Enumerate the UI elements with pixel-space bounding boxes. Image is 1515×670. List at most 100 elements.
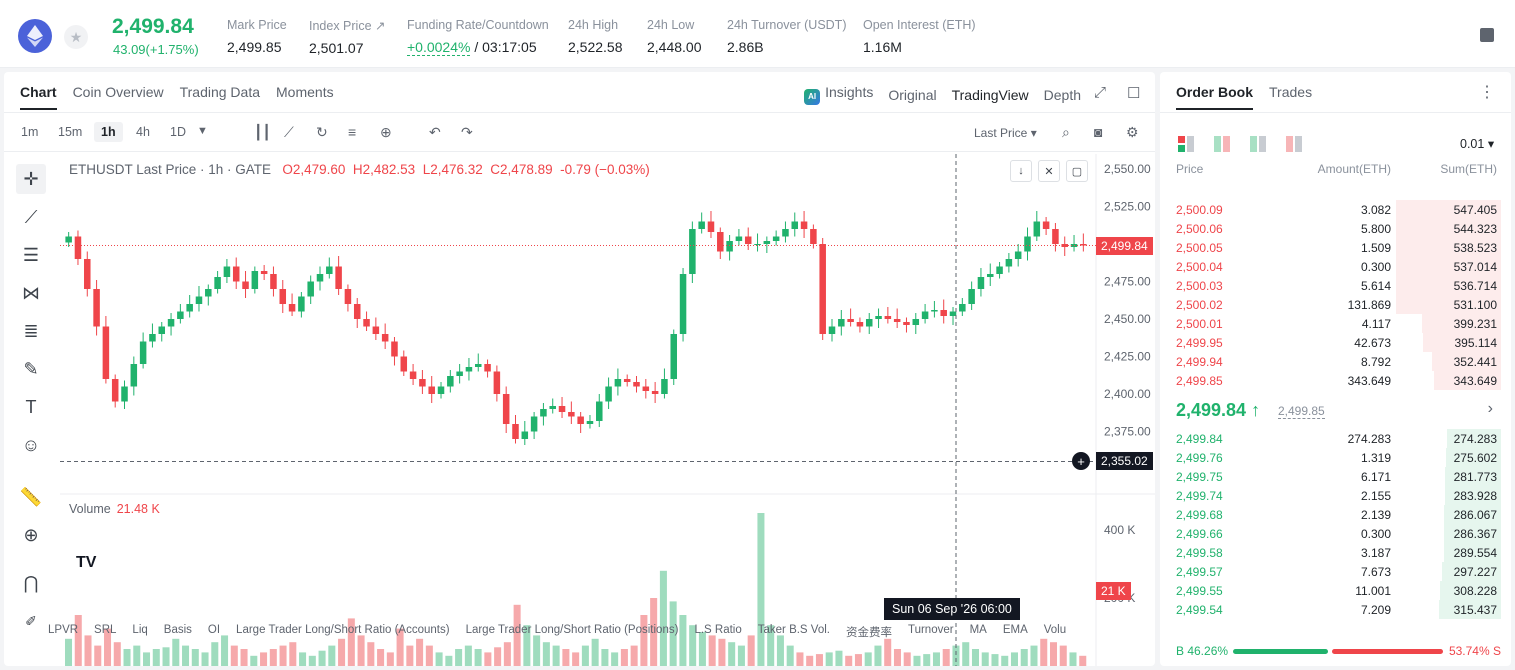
candle-body [717, 232, 724, 252]
document-icon[interactable] [1480, 28, 1494, 42]
search-icon[interactable]: ⌕ [1062, 124, 1070, 140]
volume-bar [630, 645, 638, 666]
pencil-icon[interactable]: ✐ [25, 612, 37, 629]
indicator-tab[interactable]: Basis [163, 624, 192, 636]
volume-bar [230, 645, 238, 666]
volume-bar [221, 635, 229, 666]
indicator-tab[interactable]: EMA [1002, 624, 1028, 636]
depth-bar [1396, 200, 1501, 219]
book-row[interactable]: 2,499.84 274.283 274.283 [1160, 429, 1511, 448]
book-row[interactable]: 2,499.68 2.139 286.067 [1160, 505, 1511, 524]
interval-1h[interactable]: 1h [94, 122, 123, 142]
book-row[interactable]: 2,499.74 2.155 283.928 [1160, 486, 1511, 505]
tab-chart[interactable]: Chart [20, 84, 57, 110]
zoom-in-icon[interactable]: ⊕ [23, 524, 39, 545]
tab-order-book[interactable]: Order Book [1176, 84, 1254, 110]
tab-tradingview[interactable]: TradingView [951, 86, 1029, 103]
indicator-tab[interactable]: LPVR [48, 624, 79, 636]
indicator-tab[interactable]: Turnover [907, 624, 954, 636]
camera-icon[interactable]: ◙ [1094, 124, 1103, 140]
price-source-select[interactable]: Last Price ▾ [974, 126, 1037, 140]
book-row[interactable]: 2,499.57 7.673 297.227 [1160, 562, 1511, 581]
tab-depth[interactable]: Depth [1043, 86, 1081, 103]
redo-icon[interactable]: ↷ [461, 124, 473, 140]
book-asks-icon[interactable] [1286, 136, 1302, 152]
indicator-tab[interactable]: L.S Ratio [694, 624, 742, 636]
favorite-star-icon[interactable]: ★ [64, 25, 88, 49]
book-row[interactable]: 2,499.94 8.792 352.441 [1160, 352, 1511, 371]
book-row[interactable]: 2,500.01 4.117 399.231 [1160, 314, 1511, 333]
arrow-down-icon[interactable]: ↓ [1010, 160, 1032, 182]
indicator-tab[interactable]: SRL [94, 624, 117, 636]
chevron-right-icon[interactable]: › [1487, 400, 1493, 417]
fib-icon[interactable]: ≣ [23, 320, 39, 341]
book-row[interactable]: 2,500.02 131.869 531.100 [1160, 295, 1511, 314]
volume-bar [494, 647, 502, 666]
funding-rate[interactable]: +0.0024% [407, 39, 471, 56]
tab-trades[interactable]: Trades [1269, 84, 1313, 100]
indicator-tab[interactable]: Large Trader Long/Short Ratio (Accounts) [236, 624, 450, 636]
indicator-tab[interactable]: MA [969, 624, 987, 636]
expand-icon[interactable]: ⤢ [1094, 84, 1107, 101]
book-row[interactable]: 2,499.54 7.209 315.437 [1160, 600, 1511, 619]
stat-index-price[interactable]: Index Price ↗ 2,501.07 [309, 19, 386, 56]
ruler-icon[interactable]: 📏 [19, 486, 43, 507]
book-both-icon[interactable] [1178, 136, 1194, 152]
pattern-icon[interactable]: ⋈ [22, 282, 40, 303]
tab-coin-overview[interactable]: Coin Overview [72, 84, 164, 100]
interval-1d[interactable]: 1D [170, 125, 186, 139]
book-price: 2,499.76 [1176, 451, 1223, 465]
templates-icon[interactable]: ≡ [348, 124, 357, 140]
indicator-tab[interactable]: Volu [1043, 624, 1067, 636]
candlestick-type-icon[interactable]: ┃┃ [254, 124, 271, 140]
window-icon[interactable]: ☐ [1127, 85, 1141, 102]
indicator-tab[interactable]: Large Trader Long/Short Ratio (Positions… [465, 624, 679, 636]
chevron-down-icon[interactable]: ▼ [197, 125, 208, 137]
add-order-plus-icon[interactable]: + [1072, 452, 1090, 471]
emoji-icon[interactable]: ☺ [21, 434, 41, 455]
tab-insights[interactable]: AI Insights [804, 84, 873, 105]
gear-icon[interactable]: ⚙ [1126, 124, 1139, 140]
book-row[interactable]: 2,500.09 3.082 547.405 [1160, 200, 1511, 219]
text-tool-icon[interactable]: T [25, 396, 37, 417]
book-bids-icon[interactable] [1250, 136, 1266, 152]
tab-original[interactable]: Original [888, 86, 937, 103]
brush-icon[interactable]: ✎ [23, 358, 39, 379]
indicator-tab[interactable]: OI [207, 624, 221, 636]
indicator-tab[interactable]: 资金费率 [845, 627, 892, 639]
precision-select[interactable]: 0.01 ▾ [1460, 137, 1495, 151]
replay-icon[interactable]: ↻ [316, 124, 328, 140]
fullscreen-icon[interactable]: ▢ [1066, 160, 1088, 182]
price-chart[interactable]: 2,550.002,525.002,500.002,475.002,450.00… [60, 154, 1155, 666]
book-row[interactable]: 2,499.85 343.649 343.649 [1160, 371, 1511, 390]
tab-trading-data[interactable]: Trading Data [179, 84, 261, 100]
book-row[interactable]: 2,500.03 5.614 536.714 [1160, 276, 1511, 295]
indicators-icon[interactable]: ⟋ [284, 124, 294, 140]
book-row[interactable]: 2,499.75 6.171 281.773 [1160, 467, 1511, 486]
trendline-icon[interactable]: ⟋ [24, 206, 38, 227]
book-row[interactable]: 2,500.05 1.509 538.523 [1160, 238, 1511, 257]
more-menu-icon[interactable]: ⋮ [1479, 84, 1495, 101]
horizontal-lines-icon[interactable]: ☰ [22, 244, 40, 265]
undo-icon[interactable]: ↶ [429, 124, 441, 140]
indicator-tab[interactable]: Liq [132, 624, 148, 636]
tab-moments[interactable]: Moments [276, 84, 334, 100]
book-row[interactable]: 2,499.66 0.300 286.367 [1160, 524, 1511, 543]
book-row[interactable]: 2,499.95 42.673 395.114 [1160, 333, 1511, 352]
interval-4h[interactable]: 4h [136, 125, 150, 139]
book-row[interactable]: 2,500.06 5.800 544.323 [1160, 219, 1511, 238]
book-row[interactable]: 2,500.04 0.300 537.014 [1160, 257, 1511, 276]
book-row[interactable]: 2,499.58 3.187 289.554 [1160, 543, 1511, 562]
indicator-tab[interactable]: Taker B.S Vol. [757, 624, 830, 636]
collapse-icon[interactable]: ✕ [1038, 160, 1060, 182]
book-mixed-icon[interactable] [1214, 136, 1230, 152]
book-last-price: 2,499.84 ↑ [1176, 400, 1261, 420]
book-row[interactable]: 2,499.55 11.001 308.228 [1160, 581, 1511, 600]
interval-1m[interactable]: 1m [21, 125, 39, 139]
interval-15m[interactable]: 15m [58, 125, 83, 139]
book-row[interactable]: 2,499.76 1.319 275.602 [1160, 448, 1511, 467]
add-alert-icon[interactable]: ⊕ [380, 124, 392, 140]
magnet-icon[interactable]: ⋂ [23, 572, 39, 593]
header-amount: Amount(ETH) [1317, 162, 1391, 176]
crosshair-icon[interactable]: ✛ [16, 164, 46, 194]
